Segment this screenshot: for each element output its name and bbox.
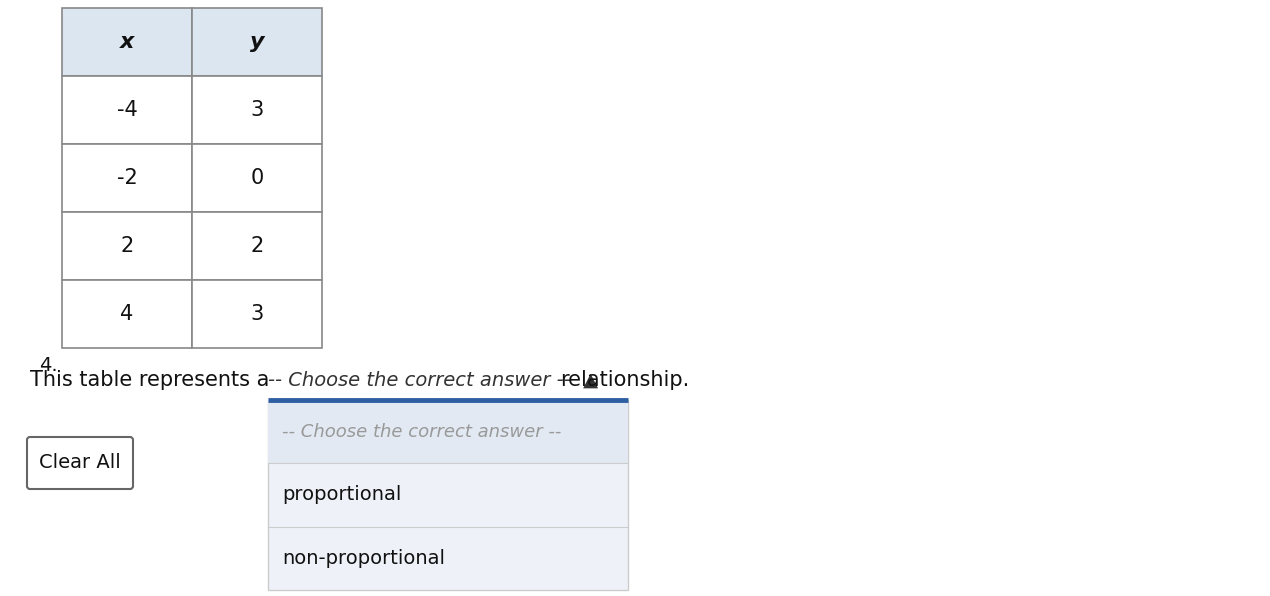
Text: -- Choose the correct answer --  ▲: -- Choose the correct answer -- ▲ (268, 371, 598, 390)
Bar (268, 400, 627, 463)
Bar (192, 8, 323, 76)
Text: y: y (250, 32, 264, 52)
Text: relationship.: relationship. (560, 370, 690, 390)
Text: 3: 3 (250, 304, 264, 324)
Text: proportional: proportional (282, 486, 401, 504)
Bar (62, 8, 192, 76)
Text: x: x (119, 32, 135, 52)
Bar (62, 76, 192, 144)
Bar (192, 212, 323, 280)
FancyBboxPatch shape (27, 437, 133, 489)
Bar (62, 212, 192, 280)
Bar (62, 280, 192, 348)
Text: 2: 2 (250, 236, 264, 256)
Bar (192, 144, 323, 212)
Text: 0: 0 (250, 168, 264, 188)
Bar (192, 76, 323, 144)
Text: 3: 3 (250, 100, 264, 120)
Text: non-proportional: non-proportional (282, 549, 444, 568)
Text: -- Choose the correct answer --: -- Choose the correct answer -- (282, 423, 561, 440)
Text: Clear All: Clear All (39, 454, 121, 473)
Bar (62, 144, 192, 212)
Text: 4.: 4. (39, 356, 58, 375)
Text: This table represents a: This table represents a (30, 370, 269, 390)
Text: 2: 2 (121, 236, 133, 256)
Text: -2: -2 (117, 168, 137, 188)
Bar (268, 400, 627, 590)
Text: 4: 4 (121, 304, 133, 324)
Text: -4: -4 (117, 100, 137, 120)
Bar (192, 280, 323, 348)
